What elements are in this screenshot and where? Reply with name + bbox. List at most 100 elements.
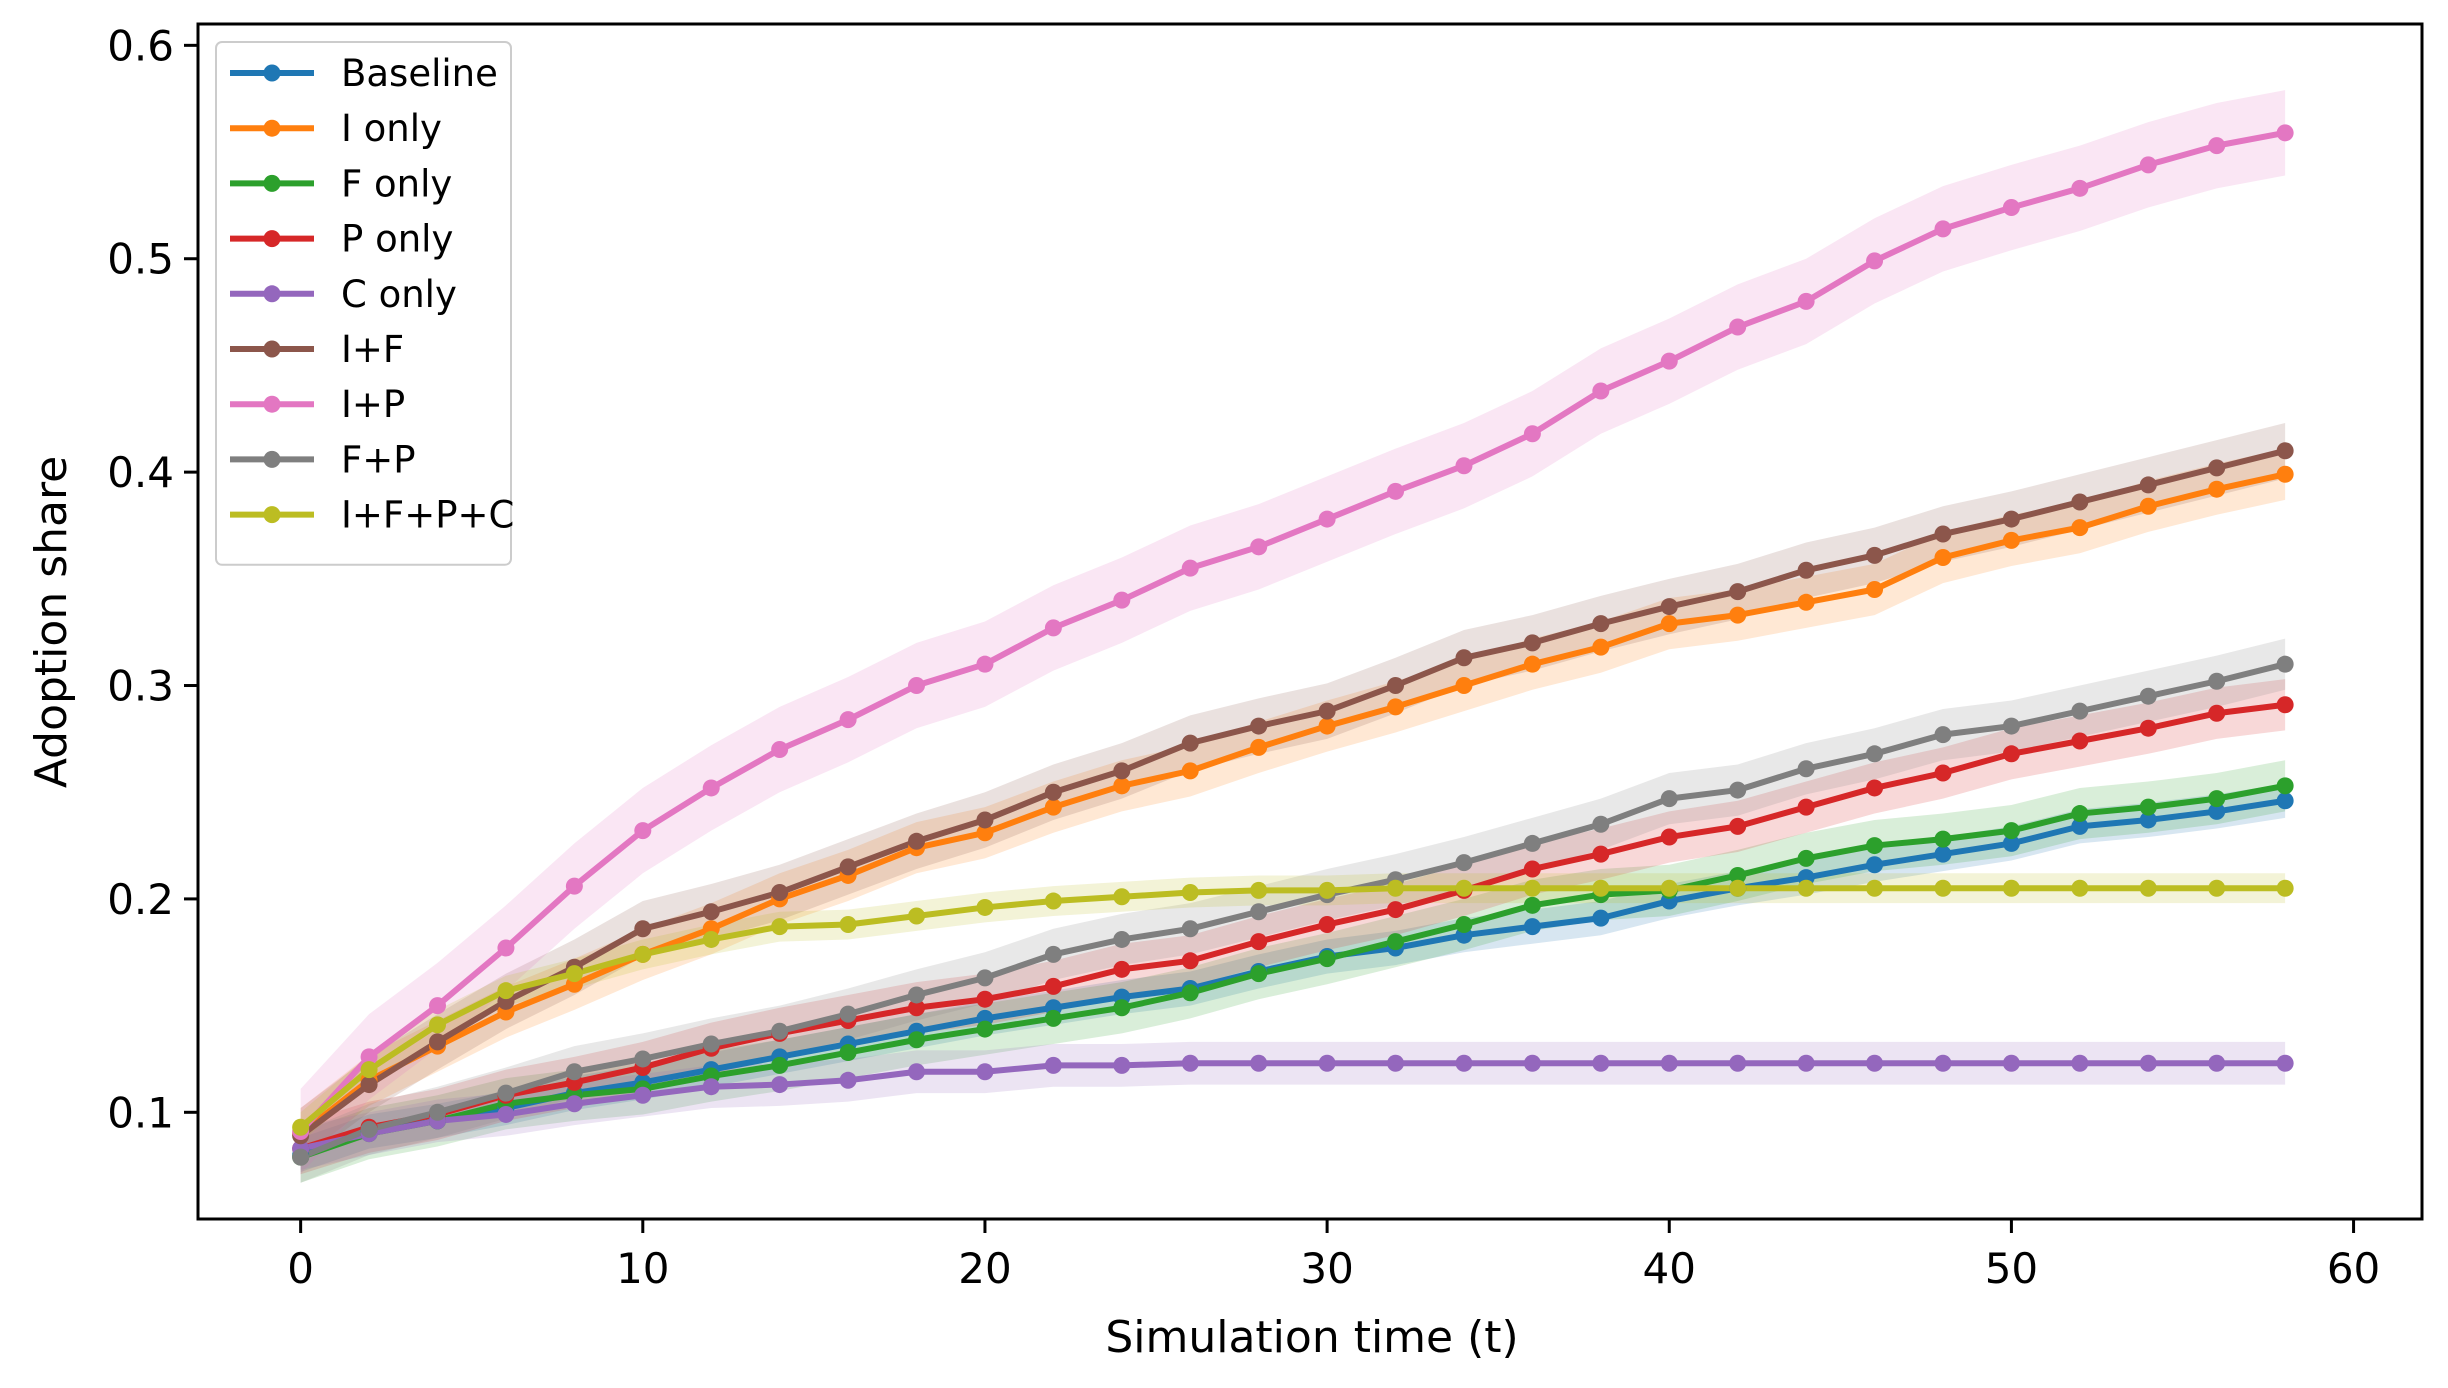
legend-label-i-plus-p: I+P [341, 383, 405, 426]
point-i-plus-f [1934, 525, 1952, 543]
point-f-plus-p [634, 1050, 652, 1068]
point-i-plus-f [1455, 649, 1473, 667]
point-f-plus-p [839, 1005, 857, 1023]
x-tick-label: 30 [1300, 1244, 1353, 1293]
point-i-plus-p [1044, 619, 1062, 637]
point-f-plus-p [1934, 726, 1952, 744]
y-tick-label: 0.1 [107, 1088, 174, 1137]
point-f-only [1455, 916, 1473, 934]
point-p-only [1660, 828, 1678, 846]
y-tick-label: 0.2 [107, 875, 174, 924]
point-i-plus-p [2208, 137, 2226, 155]
band-i-plus-p [300, 90, 2286, 1175]
point-p-only [1729, 817, 1747, 835]
point-f-only [1523, 896, 1541, 914]
legend-marker-c-only [263, 285, 281, 303]
point-f-plus-p [1592, 815, 1610, 833]
point-f-only [1797, 849, 1815, 867]
point-i-plus-f-plus-p-plus-c [1592, 879, 1610, 897]
point-i-plus-f-plus-p-plus-c [292, 1118, 310, 1136]
point-i-plus-f [2139, 476, 2157, 494]
point-f-only [1729, 866, 1747, 884]
plot-frame [196, 22, 2424, 1221]
point-f-plus-p [565, 1063, 583, 1081]
legend-label-c-only: C only [341, 273, 457, 316]
point-f-plus-p [1044, 945, 1062, 963]
point-i-plus-f-plus-p-plus-c [2208, 879, 2226, 897]
legend-label-f-plus-p: F+P [341, 438, 416, 481]
legend-marker-baseline [263, 64, 281, 82]
point-f-plus-p [1113, 930, 1131, 948]
x-tick-label: 0 [287, 1244, 314, 1293]
point-i-plus-f [1660, 598, 1678, 616]
point-i-plus-f [2276, 442, 2294, 460]
point-p-only [2208, 704, 2226, 722]
point-baseline [2208, 802, 2226, 820]
point-i-plus-f-plus-p-plus-c [1797, 879, 1815, 897]
point-i-plus-p [360, 1048, 378, 1066]
point-i-plus-f [908, 832, 926, 850]
point-p-only [1044, 977, 1062, 995]
point-i-plus-f [2208, 459, 2226, 477]
point-baseline [1523, 918, 1541, 936]
point-i-only [2002, 531, 2020, 549]
point-f-only [2071, 805, 2089, 823]
point-i-only [1181, 762, 1199, 780]
y-tick-label: 0.6 [107, 21, 174, 70]
point-i-plus-f [2071, 493, 2089, 511]
point-p-only [2002, 745, 2020, 763]
point-i-plus-f-plus-p-plus-c [497, 982, 515, 1000]
point-i-plus-f-plus-p-plus-c [360, 1061, 378, 1079]
point-i-plus-p [2002, 199, 2020, 217]
x-tick-label: 40 [1643, 1244, 1696, 1293]
point-i-plus-p [497, 939, 515, 957]
point-f-plus-p [1250, 903, 1268, 921]
point-f-plus-p [2276, 655, 2294, 673]
point-f-only [839, 1044, 857, 1062]
point-i-plus-f [702, 903, 720, 921]
confidence-bands [300, 90, 2286, 1183]
legend-marker-i-plus-p [263, 395, 281, 413]
point-i-plus-f-plus-p-plus-c [1523, 879, 1541, 897]
point-p-only [2071, 732, 2089, 750]
line-c-only [297, 1060, 2289, 1152]
point-i-plus-f-plus-p-plus-c [429, 1016, 447, 1034]
point-c-only [2139, 1054, 2157, 1072]
point-f-plus-p [497, 1084, 515, 1102]
point-i-plus-p [1592, 382, 1610, 400]
y-tick-label: 0.5 [107, 235, 174, 284]
point-f-only [1250, 965, 1268, 983]
point-i-plus-f [2002, 510, 2020, 528]
point-i-plus-p [2139, 156, 2157, 174]
point-i-plus-p [839, 711, 857, 729]
point-i-plus-f [976, 811, 994, 829]
point-i-plus-p [1455, 457, 1473, 475]
x-axis: 0 10 20 30 40 50 60 [287, 1219, 2380, 1293]
point-i-plus-p [2276, 124, 2294, 142]
point-i-plus-p [1866, 252, 1884, 270]
x-tick-label: 50 [1985, 1244, 2038, 1293]
point-f-only [976, 1020, 994, 1038]
point-c-only [1181, 1054, 1199, 1072]
point-i-only [2139, 497, 2157, 515]
y-tick-label: 0.3 [107, 662, 174, 711]
point-baseline [2002, 834, 2020, 852]
point-i-plus-f [1044, 783, 1062, 801]
point-i-plus-f-plus-p-plus-c [1044, 892, 1062, 910]
point-c-only [1729, 1054, 1747, 1072]
point-i-only [2071, 519, 2089, 537]
point-i-plus-f [1387, 677, 1405, 695]
y-tick-label: 0.4 [107, 448, 174, 497]
point-i-plus-f [1866, 546, 1884, 564]
point-c-only [634, 1086, 652, 1104]
point-i-only [976, 824, 994, 842]
line-f-plus-p [297, 661, 2289, 1161]
point-i-plus-f-plus-p-plus-c [1455, 879, 1473, 897]
point-c-only [771, 1076, 789, 1094]
point-f-plus-p [2139, 687, 2157, 705]
point-i-plus-f [634, 920, 652, 938]
point-c-only [2208, 1054, 2226, 1072]
point-p-only [1934, 764, 1952, 782]
point-i-plus-f-plus-p-plus-c [1387, 879, 1405, 897]
point-f-plus-p [1660, 790, 1678, 808]
